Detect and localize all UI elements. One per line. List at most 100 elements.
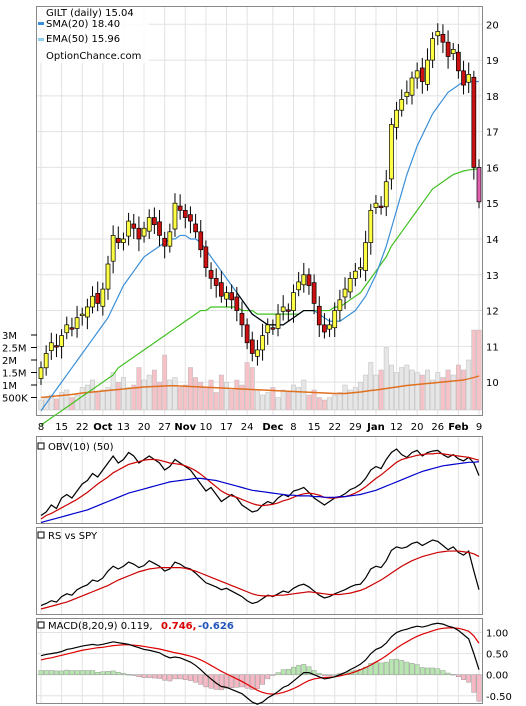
candle-body (229, 292, 235, 301)
volume-bar (373, 374, 379, 411)
candle-body (425, 59, 430, 85)
macd-legend-swatch (37, 621, 45, 629)
candle-body (358, 267, 363, 270)
macd-histogram-bar (157, 674, 162, 679)
macd-histogram-bar (151, 674, 157, 679)
macd-histogram-bar (332, 674, 338, 676)
candle-body (74, 317, 80, 329)
macd-histogram-bar (105, 671, 111, 675)
macd-histogram-bar (244, 674, 250, 689)
candle-body (69, 327, 75, 330)
volume-tick-label: 3M (2, 331, 17, 342)
volume-bar (188, 367, 193, 411)
macd-histogram-bar (455, 674, 461, 678)
volume-bar (394, 372, 399, 411)
price-tick-label: 17 (486, 128, 499, 139)
x-tick-label: 29 (349, 422, 362, 433)
volume-tick-label: 2.5M (2, 344, 27, 355)
macd-histogram-bar (84, 670, 90, 675)
volume-bar (265, 392, 271, 411)
candle-body (239, 313, 245, 326)
volume-bar (270, 387, 276, 411)
candle-body (136, 227, 142, 240)
volume-bar (95, 392, 101, 411)
macd-histogram-bar (270, 674, 276, 676)
candle-body (115, 237, 121, 243)
volume-bar (399, 367, 405, 411)
candle-body (440, 33, 446, 43)
volume-bar (54, 398, 59, 411)
volume-bar (115, 382, 121, 411)
candle-body (322, 324, 327, 333)
candle-body (301, 274, 307, 286)
candle-body (152, 217, 157, 226)
candle-body (280, 306, 286, 312)
volume-bar (461, 369, 466, 411)
macd-histogram-bar (100, 671, 106, 675)
volume-bar (182, 384, 188, 411)
axis-labels: 8 15 22 Oct 13 20 27 Nov 10 17 24 Dec 8 15 22 29 Jan 12 20… (2, 20, 512, 702)
volume-bar (239, 384, 245, 411)
volume-bar (404, 364, 410, 411)
macd-histogram-bar (425, 667, 430, 675)
candle-body (110, 235, 116, 262)
volume-bar (74, 394, 80, 411)
macd-histogram-bar (280, 669, 286, 675)
price-tick-label: 12 (486, 307, 499, 318)
macd-histogram-bar (110, 670, 116, 675)
gridlines (37, 7, 482, 703)
macd-histogram-bar (136, 674, 142, 678)
price-tick-label: 18 (486, 92, 499, 103)
candle-body (445, 41, 451, 57)
macd-histogram-bar (285, 669, 291, 675)
macd-histogram-bar (445, 672, 451, 675)
macd-histogram-bar (383, 661, 389, 675)
candle-body (38, 367, 44, 379)
candle-body (54, 345, 59, 348)
macd-histogram-bar (188, 674, 193, 681)
obv-legend-swatch (37, 442, 45, 450)
candle-body (383, 181, 389, 208)
macd-line (40, 622, 480, 705)
x-tick-label: 26 (431, 422, 444, 433)
candle-body (337, 299, 343, 311)
candle-body (342, 288, 348, 298)
x-tick-label: 12 (390, 422, 403, 433)
legend-ema-swatch (38, 38, 44, 41)
obv-line (40, 448, 480, 516)
volume-bar (306, 394, 312, 411)
rs-legend-swatch (37, 531, 45, 539)
x-tick-label: 20 (138, 422, 151, 433)
macd-histogram-bar (306, 666, 312, 675)
volume-bar (229, 389, 235, 411)
candle-body (224, 292, 229, 300)
macd-histogram-bar (373, 661, 379, 675)
macd-histogram-bar (399, 660, 405, 675)
volume-bar (203, 387, 209, 411)
macd-histogram-bar (430, 667, 436, 675)
macd-histogram-bar (95, 671, 101, 675)
volume-bar (280, 389, 286, 411)
macd-histogram-bar (440, 670, 446, 675)
candle-body (59, 335, 64, 347)
macd-tick-label: 0.50 (486, 650, 508, 661)
volume-bar (419, 374, 425, 411)
volume-bar (177, 387, 183, 411)
candle-body (368, 210, 374, 243)
volume-bar (445, 369, 451, 411)
obv-line (40, 461, 480, 524)
volume-tick-label: 2M (2, 356, 17, 367)
price-tick-label: 15 (486, 199, 499, 210)
x-tick-label: Feb (448, 422, 468, 433)
volume-bar (450, 374, 456, 411)
macd-histogram-bar (394, 658, 399, 675)
x-tick-label: Dec (262, 422, 283, 433)
candle-body (95, 293, 101, 304)
x-tick-label: 9 (476, 422, 482, 433)
candle-body (105, 263, 111, 290)
volume-bar (425, 369, 430, 411)
candle-body (219, 282, 224, 297)
volume-bar (224, 382, 229, 411)
crossover-line (236, 292, 315, 326)
candle-body (404, 91, 410, 97)
